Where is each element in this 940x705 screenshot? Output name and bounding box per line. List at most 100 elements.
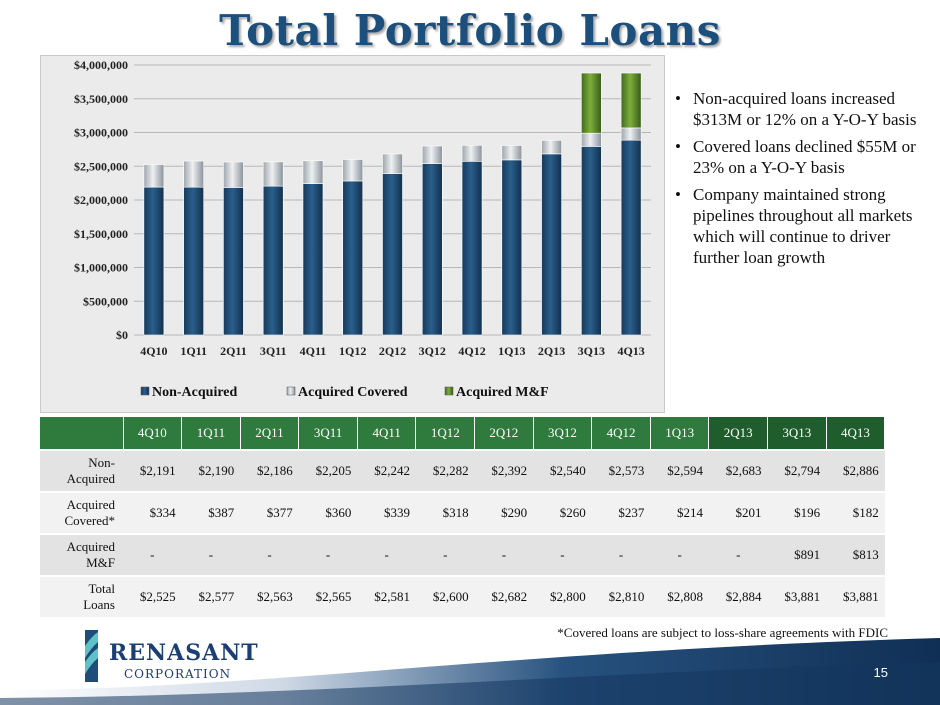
y-tick-label: $1,500,000 xyxy=(74,227,128,241)
table-header-cell: 1Q12 xyxy=(415,417,476,450)
renasant-logo: RENASANT CORPORATION xyxy=(76,628,266,686)
table-cell: - xyxy=(474,533,534,576)
x-tick-label: 1Q11 xyxy=(180,344,207,358)
table-cell: $2,392 xyxy=(474,449,534,492)
table-cell: $334 xyxy=(123,491,182,534)
table-cell: - xyxy=(650,533,709,576)
table-cell: - xyxy=(591,533,651,576)
bar-acquired-covered xyxy=(143,164,165,188)
bar-non-acquired xyxy=(262,185,284,336)
key-point: Non-acquired loans increased $313M or 12… xyxy=(673,88,935,130)
table-header-cell: 1Q11 xyxy=(181,417,241,450)
x-tick-label: 4Q12 xyxy=(458,344,485,358)
table-cell: $3,881 xyxy=(767,575,827,617)
table-header-cell: 4Q11 xyxy=(357,417,417,450)
bar-non-acquired xyxy=(501,159,523,336)
table-cell: $2,886 xyxy=(826,449,885,492)
table-row: Acquired M&F - - - - - - - - - - - $891 $… xyxy=(40,533,885,576)
legend-swatch xyxy=(444,386,454,396)
table-cell: $2,565 xyxy=(298,575,358,617)
bar-non-acquired xyxy=(302,183,324,336)
bar-non-acquired xyxy=(342,180,364,336)
table-cell: $2,205 xyxy=(298,449,358,492)
y-tick-label: $0 xyxy=(116,328,128,342)
page-number: 15 xyxy=(873,665,888,680)
table-cell: $2,186 xyxy=(240,449,299,492)
logo-name: RENASANT xyxy=(109,640,259,666)
x-tick-label: 2Q11 xyxy=(220,344,247,358)
table-cell: $2,577 xyxy=(181,575,241,617)
bar-acquired-covered xyxy=(382,153,403,174)
key-point: Company maintained strong pipelines thro… xyxy=(673,184,935,268)
x-tick-label: 1Q12 xyxy=(339,344,366,358)
legend-swatch xyxy=(140,386,150,396)
table-cell: $2,563 xyxy=(240,575,299,617)
table-cell: $260 xyxy=(533,491,592,534)
table-header-row: 4Q10 1Q11 2Q11 3Q11 4Q11 1Q12 2Q12 3Q12 … xyxy=(40,417,886,450)
bar-acquired-covered xyxy=(501,145,523,161)
table-header-cell: 4Q10 xyxy=(123,417,183,450)
table-cell: $237 xyxy=(591,491,651,534)
table-cell: $377 xyxy=(240,491,299,534)
bar-acquired-covered xyxy=(183,160,204,188)
key-point: Covered loans declined $55M or 23% on a … xyxy=(673,136,935,178)
legend-label: Non-Acquired xyxy=(152,385,238,400)
x-tick-label: 4Q11 xyxy=(300,344,327,358)
table-cell: $214 xyxy=(650,491,709,534)
bar-acquired-covered xyxy=(262,161,284,187)
table-header-cell: 2Q13 xyxy=(708,417,769,450)
key-points-list: Non-acquired loans increased $313M or 12… xyxy=(673,88,935,274)
table-cell: $2,794 xyxy=(767,449,827,492)
bar-non-acquired xyxy=(541,153,562,336)
table-cell: $2,884 xyxy=(708,575,768,617)
row-label: Non- Acquired xyxy=(40,449,123,492)
table-cell: $2,683 xyxy=(708,449,768,492)
x-tick-label: 1Q13 xyxy=(498,344,525,358)
table-cell: $3,881 xyxy=(826,575,885,617)
bar-non-acquired xyxy=(581,146,602,336)
bar-acquired-mf xyxy=(581,72,602,134)
row-label: Acquired M&F xyxy=(40,533,123,576)
table-cell: - xyxy=(181,533,241,576)
table-cell: $2,600 xyxy=(415,575,475,617)
table-cell: $290 xyxy=(474,491,534,534)
table-row: Total Loans $2,525 $2,577 $2,563 $2,565 $… xyxy=(40,575,885,617)
table-cell: $2,191 xyxy=(123,449,182,492)
y-tick-label: $500,000 xyxy=(83,294,128,308)
table-cell: $2,800 xyxy=(533,575,592,617)
bar-acquired-covered xyxy=(541,140,562,155)
bar-acquired-covered xyxy=(342,159,364,182)
row-label: Total Loans xyxy=(40,575,123,617)
table-cell: - xyxy=(708,533,768,576)
table-row: Non- Acquired $2,191 $2,190 $2,186 $2,205… xyxy=(40,449,885,492)
bar-non-acquired xyxy=(143,186,165,336)
table-cell: $2,525 xyxy=(123,575,182,617)
y-tick-label: $2,500,000 xyxy=(74,159,128,173)
table-header-cell: 2Q12 xyxy=(474,417,534,450)
table-cell: $182 xyxy=(826,491,885,534)
table-cell: $2,540 xyxy=(533,449,592,492)
loans-data-table: 4Q10 1Q11 2Q11 3Q11 4Q11 1Q12 2Q12 3Q12 … xyxy=(40,417,886,617)
table-cell: $196 xyxy=(767,491,827,534)
table-cell: - xyxy=(240,533,299,576)
bar-non-acquired xyxy=(461,161,483,336)
bar-acquired-covered xyxy=(302,160,324,184)
legend-swatch xyxy=(286,386,296,396)
loans-bar-chart: $0 $500,000 $1,000,000 $1,500,000 $2,000,000… xyxy=(74,58,651,400)
table-header-cell: 3Q13 xyxy=(767,417,827,450)
slide-title: Total Portfolio Loans xyxy=(219,6,721,55)
bar-non-acquired xyxy=(223,187,244,336)
y-tick-label: $3,000,000 xyxy=(74,126,128,140)
y-tick-label: $2,000,000 xyxy=(74,193,128,207)
bar-non-acquired xyxy=(382,173,403,336)
bar-non-acquired xyxy=(183,186,204,336)
bar-non-acquired xyxy=(421,163,443,336)
bar-acquired-covered xyxy=(421,145,443,164)
y-tick-label: $4,000,000 xyxy=(74,58,128,72)
table-header-cell: 3Q11 xyxy=(298,417,358,450)
row-label: Acquired Covered* xyxy=(40,491,123,534)
table-cell: $318 xyxy=(415,491,475,534)
table-cell: $2,682 xyxy=(474,575,534,617)
legend-label: Acquired Covered xyxy=(298,385,408,400)
table-header-cell: 1Q13 xyxy=(650,417,710,450)
